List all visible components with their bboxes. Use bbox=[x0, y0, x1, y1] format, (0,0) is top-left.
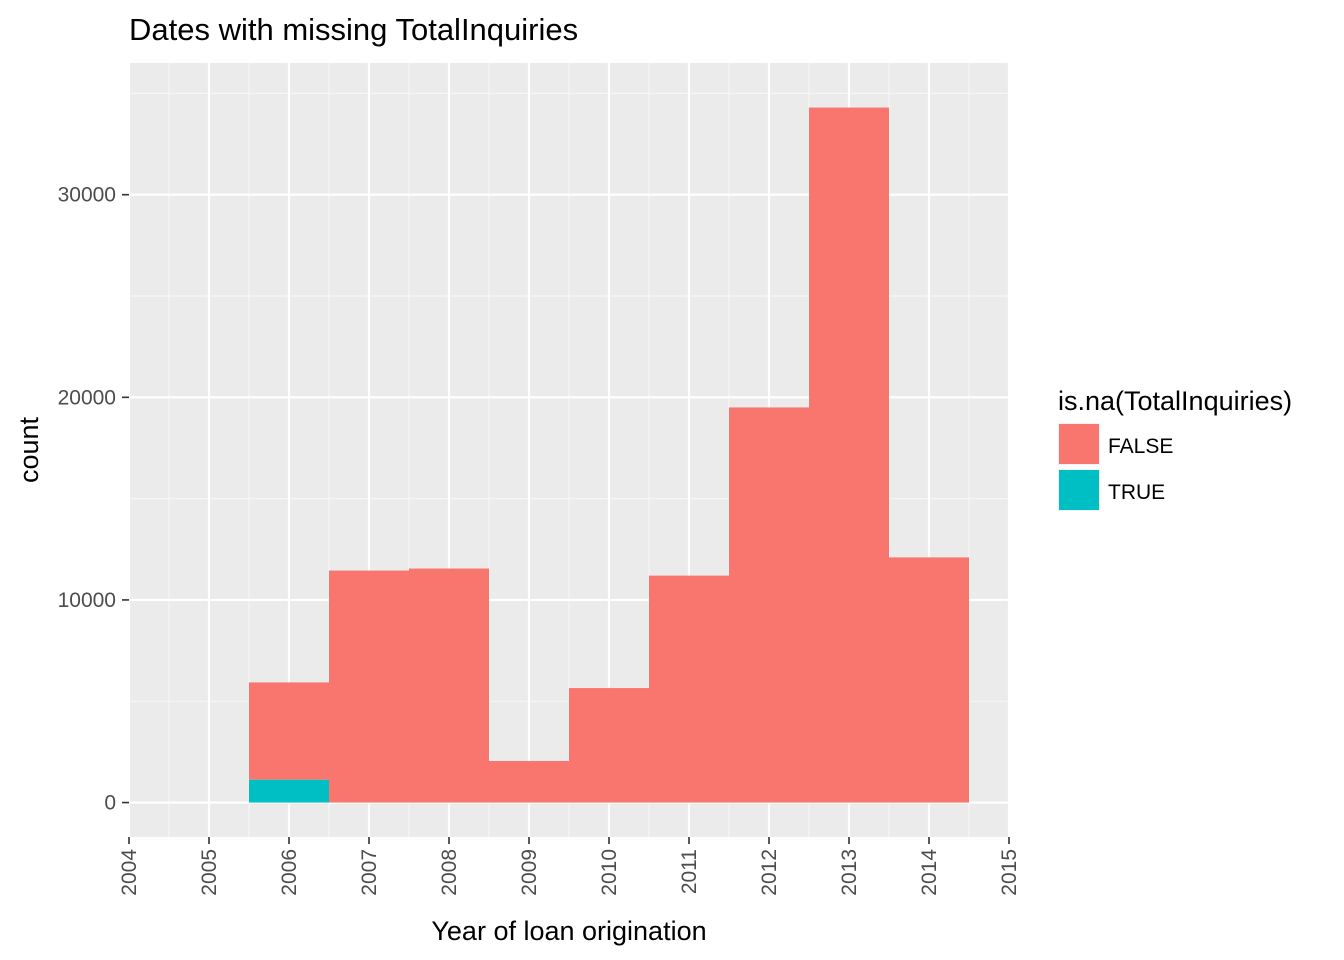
y-tick-label: 20000 bbox=[58, 386, 116, 409]
bar-false-2010 bbox=[569, 688, 649, 803]
bar-false-2011 bbox=[649, 575, 729, 803]
x-tick-label: 2015 bbox=[998, 849, 1021, 896]
y-axis-ticks: 0 10000 20000 30000 bbox=[58, 184, 129, 815]
x-tick-label: 2010 bbox=[598, 849, 621, 896]
bar-true-2006 bbox=[249, 779, 329, 803]
x-tick-label: 2004 bbox=[118, 849, 141, 896]
legend-label-true: TRUE bbox=[1108, 481, 1165, 504]
bar-false-2012 bbox=[729, 407, 809, 803]
bar-false-2009 bbox=[489, 761, 569, 803]
x-tick-label: 2007 bbox=[358, 849, 381, 896]
bar-false-2014 bbox=[889, 557, 969, 803]
x-tick-label: 2013 bbox=[838, 849, 861, 896]
x-tick-label: 2012 bbox=[758, 849, 781, 896]
x-tick-label: 2008 bbox=[438, 849, 461, 896]
legend-title: is.na(TotalInquiries) bbox=[1058, 386, 1292, 416]
y-axis-title: count bbox=[14, 416, 44, 483]
bar-false-2007 bbox=[329, 570, 409, 803]
bar-false-2008 bbox=[409, 568, 489, 803]
x-tick-label: 2005 bbox=[198, 849, 221, 896]
bar-false-2006 bbox=[249, 682, 329, 780]
x-tick-label: 2006 bbox=[278, 849, 301, 896]
y-tick-label: 10000 bbox=[58, 589, 116, 612]
legend-swatch-true bbox=[1059, 470, 1099, 510]
bar-false-2013 bbox=[809, 107, 889, 803]
x-tick-label: 2009 bbox=[518, 849, 541, 896]
legend: is.na(TotalInquiries) FALSE TRUE bbox=[1058, 386, 1292, 511]
chart-title: Dates with missing TotalInquiries bbox=[129, 12, 578, 47]
bars bbox=[249, 107, 969, 803]
legend-label-false: FALSE bbox=[1108, 435, 1173, 458]
x-axis-ticks: 2004 2005 2006 2007 2008 2009 2010 2011 2012 2013… bbox=[118, 837, 1021, 896]
x-tick-label: 2014 bbox=[918, 849, 941, 896]
legend-swatch-false bbox=[1059, 424, 1099, 464]
y-tick-label: 30000 bbox=[58, 184, 116, 207]
y-tick-label: 0 bbox=[104, 792, 116, 815]
x-tick-label: 2011 bbox=[678, 849, 701, 894]
x-axis-title: Year of loan origination bbox=[431, 916, 706, 946]
